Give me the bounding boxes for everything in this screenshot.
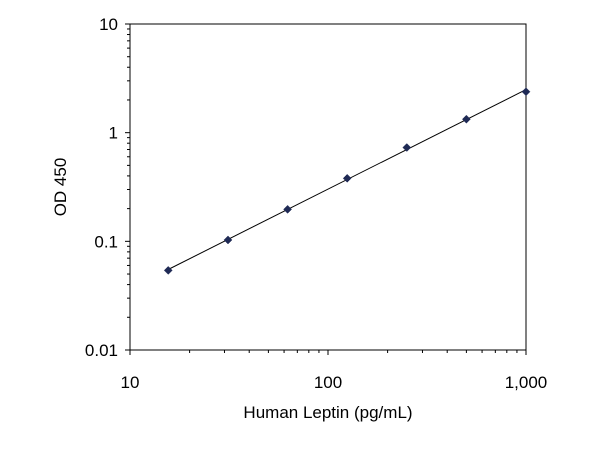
y-axis-title: OD 450	[51, 158, 70, 217]
plot-area	[129, 23, 527, 351]
data-point	[462, 114, 471, 124]
y-tick-label: 0.01	[85, 341, 118, 360]
x-axis: 10 100 1,000	[121, 350, 548, 392]
data-point	[283, 204, 292, 214]
data-point	[163, 266, 173, 275]
y-axis: 0.01 0.1 1 10	[85, 15, 130, 360]
x-tick-label: 100	[314, 373, 342, 392]
x-tick-label: 1,000	[505, 373, 548, 392]
y-tick-label: 0.1	[94, 232, 118, 251]
y-tick-label: 1	[109, 124, 118, 143]
data-point	[223, 235, 233, 245]
data-point	[342, 173, 352, 183]
y-tick-label: 10	[99, 15, 118, 34]
data-point	[402, 143, 412, 152]
data-points	[163, 87, 531, 275]
data-point	[521, 87, 531, 97]
x-tick-label: 10	[121, 373, 140, 392]
x-axis-title: Human Leptin (pg/mL)	[243, 403, 412, 422]
